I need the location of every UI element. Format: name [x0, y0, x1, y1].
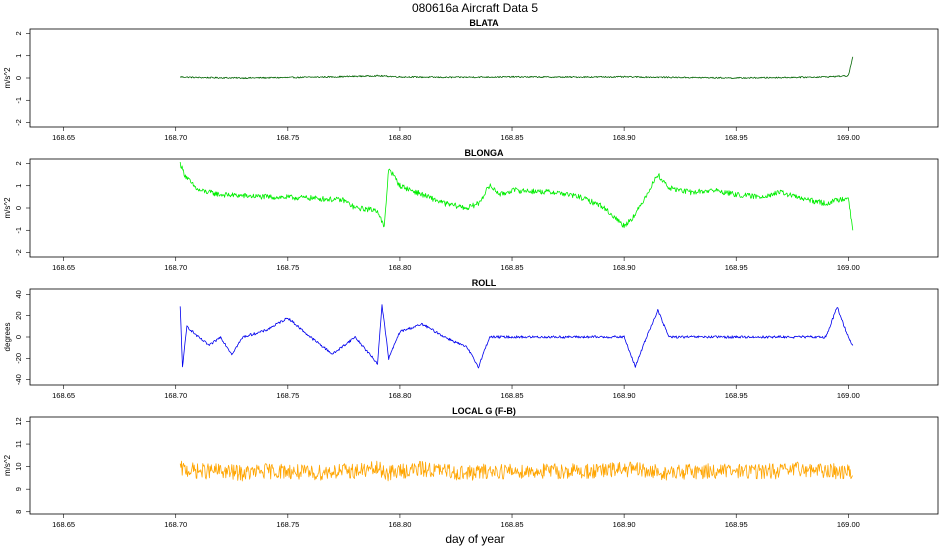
- x-tick-label: 168.95: [725, 263, 748, 272]
- y-tick-label: -1: [14, 97, 23, 104]
- y-axis-label: m/s^2: [3, 197, 12, 219]
- series-line: [179, 304, 854, 369]
- plot-frame: [29, 158, 939, 258]
- x-tick-label: 168.65: [52, 520, 75, 529]
- series-line: [179, 460, 854, 482]
- x-tick-label: 168.80: [388, 391, 411, 400]
- series-line: [179, 162, 854, 231]
- y-tick-label: 2: [14, 161, 23, 165]
- x-tick-label: 169.00: [837, 391, 860, 400]
- y-tick-label: 1: [14, 184, 23, 188]
- x-tick-label: 168.95: [725, 391, 748, 400]
- x-tick-label: 168.95: [725, 520, 748, 529]
- x-tick-label: 168.75: [276, 520, 299, 529]
- panel-blonga: BLONGA m/s^2 168.65 168.70 168.75 168.80 168.8…: [3, 148, 939, 272]
- y-tick-label: 10: [14, 462, 23, 470]
- y-tick-label: 12: [14, 417, 23, 425]
- panel-blata: BLATA m/s^2 168.65 168.70 168.75 168.80 168.85…: [3, 18, 939, 142]
- y-axis-label: m/s^2: [3, 454, 12, 476]
- y-tick-label: 11: [14, 440, 23, 448]
- y-tick-label: 20: [14, 311, 23, 319]
- panel-title: BLONGA: [465, 148, 504, 158]
- x-tick-label: 168.70: [164, 263, 187, 272]
- x-tick-label: 169.00: [837, 133, 860, 142]
- x-tick-label: 168.95: [725, 133, 748, 142]
- x-tick-label: 168.85: [501, 133, 524, 142]
- x-tick-label: 169.00: [837, 520, 860, 529]
- y-tick-label: -40: [14, 374, 23, 385]
- y-tick-label: 0: [14, 206, 23, 210]
- y-tick-label: 0: [14, 76, 23, 80]
- x-tick-label: 168.80: [388, 520, 411, 529]
- y-tick-label: -1: [14, 227, 23, 234]
- x-tick-label: 168.90: [613, 520, 636, 529]
- y-tick-label: 8: [14, 510, 23, 514]
- y-axis-label: m/s^2: [3, 67, 12, 89]
- series-line: [179, 56, 854, 80]
- y-tick-label: 0: [14, 335, 23, 339]
- y-tick-label: -2: [14, 119, 23, 126]
- x-tick-label: 168.70: [164, 520, 187, 529]
- plot-frame: [29, 28, 939, 128]
- x-tick-label: 168.70: [164, 133, 187, 142]
- x-tick-label: 168.65: [52, 133, 75, 142]
- panel-title: BLATA: [469, 18, 499, 28]
- x-tick-label: 168.75: [276, 263, 299, 272]
- x-tick-label: 168.65: [52, 263, 75, 272]
- x-tick-label: 169.00: [837, 263, 860, 272]
- plot-frame: [29, 416, 939, 515]
- y-tick-label: 9: [14, 487, 23, 491]
- x-tick-label: 168.80: [388, 133, 411, 142]
- panel-title: ROLL: [472, 278, 497, 288]
- y-tick-label: 40: [14, 290, 23, 298]
- x-axis-label: day of year: [445, 532, 504, 546]
- x-tick-label: 168.85: [501, 391, 524, 400]
- y-tick-label: 2: [14, 31, 23, 35]
- y-tick-label: 1: [14, 54, 23, 58]
- panel-roll: ROLL degrees 168.65 168.70 168.75 168.80 168.8…: [3, 278, 939, 400]
- y-tick-label: -2: [14, 249, 23, 256]
- x-tick-label: 168.90: [613, 133, 636, 142]
- x-tick-label: 168.90: [613, 391, 636, 400]
- y-axis-label: degrees: [3, 323, 12, 352]
- x-tick-label: 168.70: [164, 391, 187, 400]
- figure-title: 080616a Aircraft Data 5: [412, 1, 538, 15]
- x-tick-label: 168.85: [501, 520, 524, 529]
- x-tick-label: 168.90: [613, 263, 636, 272]
- panel-local-g: LOCAL G (F-B) m/s^2 168.65 168.70 168.75 168.…: [3, 406, 939, 529]
- x-tick-label: 168.85: [501, 263, 524, 272]
- panel-title: LOCAL G (F-B): [452, 406, 516, 416]
- y-tick-label: -20: [14, 353, 23, 364]
- x-tick-label: 168.75: [276, 133, 299, 142]
- x-tick-label: 168.75: [276, 391, 299, 400]
- x-tick-label: 168.65: [52, 391, 75, 400]
- x-tick-label: 168.80: [388, 263, 411, 272]
